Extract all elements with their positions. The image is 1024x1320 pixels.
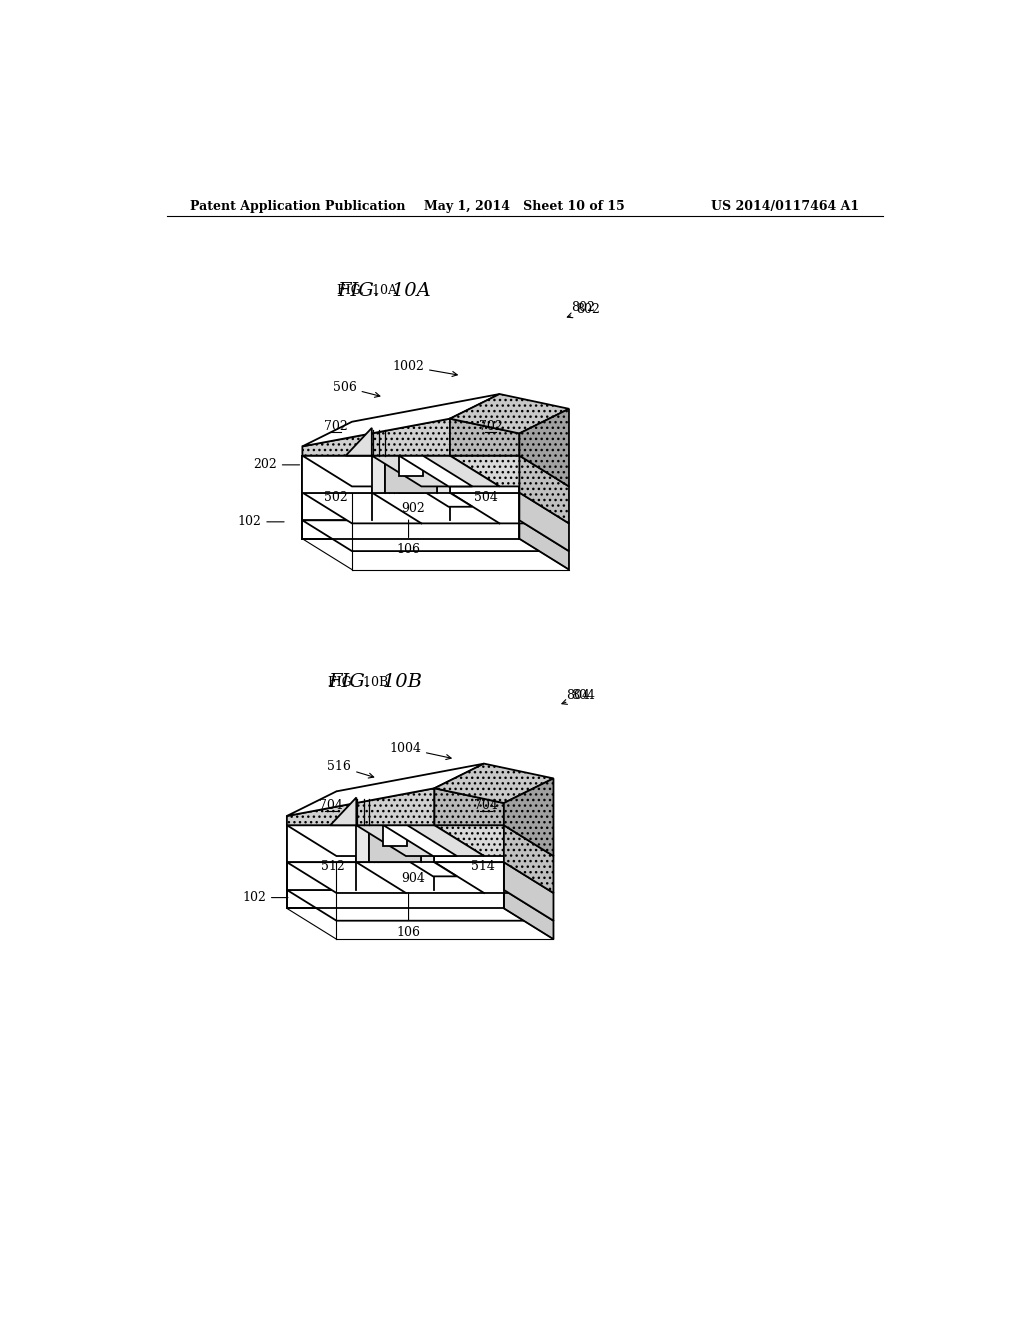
Text: 514: 514	[471, 861, 495, 874]
Polygon shape	[383, 825, 408, 846]
Text: FIG.  10A: FIG. 10A	[337, 282, 431, 300]
Polygon shape	[450, 395, 569, 433]
Polygon shape	[302, 395, 500, 446]
Polygon shape	[519, 520, 569, 570]
Text: 506: 506	[333, 380, 380, 397]
Text: 704: 704	[474, 799, 498, 812]
Polygon shape	[356, 825, 370, 862]
Polygon shape	[437, 455, 450, 492]
Text: 702: 702	[479, 420, 503, 433]
Polygon shape	[287, 890, 554, 921]
Polygon shape	[434, 788, 504, 825]
Text: 106: 106	[396, 520, 421, 556]
Text: 516: 516	[328, 760, 374, 777]
Text: 502: 502	[324, 491, 347, 504]
Polygon shape	[399, 477, 472, 507]
Text: 802: 802	[571, 301, 595, 314]
Text: 804: 804	[562, 689, 595, 705]
Text: US 2014/0117464 A1: US 2014/0117464 A1	[712, 199, 859, 213]
Text: 1004: 1004	[389, 742, 452, 759]
Polygon shape	[302, 455, 372, 492]
Polygon shape	[383, 825, 457, 855]
Text: Patent Application Publication: Patent Application Publication	[190, 199, 406, 213]
Text: 702: 702	[324, 420, 347, 433]
Polygon shape	[434, 763, 554, 803]
Polygon shape	[287, 825, 406, 855]
Text: May 1, 2014   Sheet 10 of 15: May 1, 2014 Sheet 10 of 15	[424, 199, 626, 213]
Polygon shape	[372, 455, 500, 487]
Polygon shape	[450, 418, 519, 455]
Polygon shape	[504, 862, 554, 921]
Polygon shape	[519, 455, 569, 524]
Text: 804: 804	[566, 689, 590, 702]
Polygon shape	[302, 455, 422, 487]
Text: FIG.  10B: FIG. 10B	[328, 676, 388, 689]
Polygon shape	[372, 455, 385, 492]
Polygon shape	[302, 492, 569, 524]
Text: 1002: 1002	[392, 360, 458, 376]
Polygon shape	[287, 890, 504, 908]
Text: 512: 512	[321, 861, 344, 874]
Polygon shape	[287, 825, 356, 862]
Polygon shape	[399, 455, 472, 487]
Polygon shape	[287, 862, 504, 890]
Polygon shape	[302, 492, 519, 520]
Text: FIG.  10A: FIG. 10A	[337, 284, 397, 297]
Text: 904: 904	[401, 871, 425, 884]
Text: 504: 504	[474, 491, 498, 504]
Polygon shape	[399, 477, 423, 492]
Text: 106: 106	[396, 892, 421, 939]
Polygon shape	[450, 455, 569, 487]
Text: FIG.  10B: FIG. 10B	[328, 673, 422, 690]
Polygon shape	[370, 825, 422, 862]
Polygon shape	[504, 779, 554, 855]
Polygon shape	[434, 825, 554, 855]
Polygon shape	[519, 409, 569, 487]
Text: 202: 202	[253, 458, 300, 471]
Polygon shape	[383, 846, 408, 862]
Polygon shape	[331, 797, 356, 825]
Polygon shape	[504, 890, 554, 940]
Polygon shape	[519, 492, 569, 552]
Polygon shape	[422, 825, 434, 862]
Polygon shape	[434, 825, 504, 862]
Text: 102: 102	[242, 891, 288, 904]
Polygon shape	[450, 455, 519, 492]
Polygon shape	[356, 825, 484, 855]
Polygon shape	[287, 862, 554, 892]
Polygon shape	[287, 763, 484, 816]
Polygon shape	[385, 455, 437, 492]
Polygon shape	[302, 520, 569, 552]
Polygon shape	[399, 455, 423, 477]
Polygon shape	[287, 788, 434, 825]
Text: 704: 704	[319, 799, 343, 812]
Text: 102: 102	[238, 515, 284, 528]
Text: 802: 802	[567, 302, 600, 318]
Polygon shape	[302, 520, 519, 539]
Text: 902: 902	[401, 502, 425, 515]
Polygon shape	[383, 846, 457, 876]
Polygon shape	[346, 428, 372, 455]
Polygon shape	[504, 825, 554, 892]
Polygon shape	[302, 418, 450, 455]
